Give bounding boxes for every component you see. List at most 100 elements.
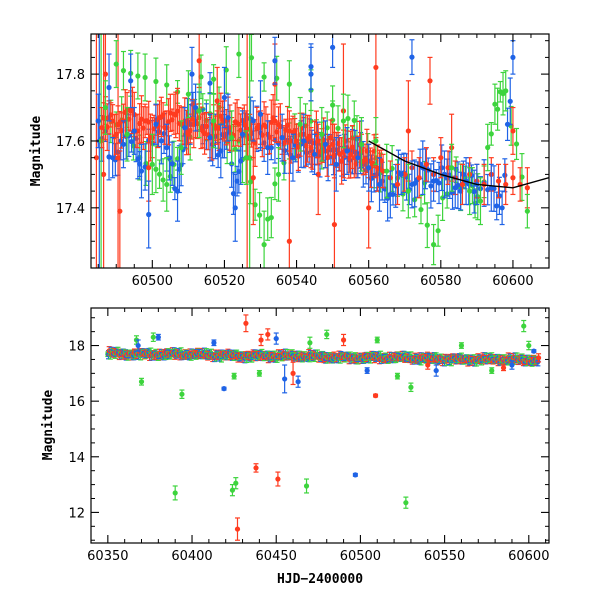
top-data-point-red xyxy=(423,147,429,182)
top-data-point-blue xyxy=(138,143,145,199)
bottom-data-point-blue xyxy=(135,339,141,352)
top-cloud-point-blue xyxy=(282,127,288,174)
bottom-data-point-green xyxy=(231,372,237,380)
top-data-point-red xyxy=(250,130,256,226)
top-cloud-point-green xyxy=(211,64,217,95)
top-x-tick-label: 60500 xyxy=(132,274,173,289)
bottom-data-point-green xyxy=(403,496,409,509)
top-cloud-point-green xyxy=(418,194,424,225)
bottom-panel: 60350 60400 60450 60500 60550 60600 12 14 16 18 M… xyxy=(41,307,550,587)
top-y-tick-label: 17.4 xyxy=(56,202,85,217)
top-data-point-green xyxy=(178,120,184,175)
top-spike-green xyxy=(247,34,253,268)
top-data-point-blue xyxy=(366,143,372,192)
top-data-points xyxy=(93,34,549,268)
top-data-point-red xyxy=(236,106,242,142)
bottom-data-point-green xyxy=(303,478,310,494)
bottom-data-point-green xyxy=(324,329,330,340)
top-data-point-blue xyxy=(376,157,383,212)
top-data-point-green xyxy=(102,80,109,135)
top-data-point-blue xyxy=(174,160,181,222)
top-data-point-green xyxy=(196,83,202,139)
top-data-point-blue xyxy=(110,137,116,179)
top-spike-red xyxy=(101,34,107,268)
top-cloud-point-blue xyxy=(172,177,178,201)
top-cloud-point-blue xyxy=(215,142,221,169)
top-data-point-blue xyxy=(146,180,152,249)
top-data-point-blue xyxy=(106,53,112,122)
top-data-point-blue xyxy=(344,126,350,175)
bottom-baseline-point-red xyxy=(535,353,542,363)
top-data-point-red xyxy=(438,137,444,179)
bottom-data-point-green xyxy=(179,389,185,399)
top-data-point-blue xyxy=(153,103,159,145)
top-data-point-green xyxy=(149,133,155,196)
bottom-axis-ticks: 60350 60400 60450 60500 60550 60600 12 14 16 18 xyxy=(68,308,549,564)
bottom-data-point-blue xyxy=(221,386,227,392)
top-data-point-red xyxy=(503,163,509,206)
top-data-point-blue xyxy=(250,100,256,142)
bottom-y-tick-label: 12 xyxy=(68,506,85,521)
top-cloud-point-green xyxy=(351,100,357,141)
bottom-data-point-red xyxy=(372,393,379,399)
bottom-data-point-green xyxy=(374,336,380,344)
top-data-point-blue xyxy=(239,110,246,159)
top-data-point-blue xyxy=(207,113,213,162)
top-data-point-blue xyxy=(322,120,329,169)
bottom-data-point-red xyxy=(253,463,259,473)
bottom-y-tick-label: 16 xyxy=(68,395,85,410)
top-cloud-point-green xyxy=(261,62,267,92)
top-cloud-point-green xyxy=(143,140,149,187)
bottom-data-point-blue xyxy=(352,472,358,478)
top-data-point-green xyxy=(405,163,411,219)
top-cloud-point-green xyxy=(247,159,254,205)
top-data-point-red xyxy=(117,150,123,268)
bottom-data-point-red xyxy=(243,314,249,333)
top-data-point-red xyxy=(286,110,292,152)
top-axis-ticks: 60500 60520 60540 60560 60580 60600 17.4 17.6 17… xyxy=(56,34,550,289)
top-data-point-green xyxy=(477,177,484,226)
top-cloud-point-green xyxy=(272,167,278,201)
top-y-tick-label: 17.8 xyxy=(56,68,85,83)
top-data-point-red xyxy=(380,153,386,189)
top-cloud-point-red xyxy=(277,103,283,150)
top-data-point-red xyxy=(445,150,451,186)
bottom-plot-frame xyxy=(90,307,550,544)
top-trend-curve xyxy=(368,140,549,189)
top-data-point-red xyxy=(214,66,220,135)
top-cloud-point-blue xyxy=(471,169,477,214)
bottom-data-point-blue xyxy=(509,360,515,370)
top-data-point-blue xyxy=(333,137,339,192)
top-y-tick-label: 17.6 xyxy=(56,135,85,150)
top-spike-red xyxy=(244,34,250,268)
bottom-data-point-blue xyxy=(531,348,537,354)
bottom-data-point-green xyxy=(229,483,236,497)
bottom-data-point-blue xyxy=(433,364,439,377)
bottom-x-tick-label: 60350 xyxy=(87,549,128,564)
top-cloud-point-blue xyxy=(409,39,415,76)
top-data-point-blue xyxy=(182,106,188,149)
bottom-data-point-blue xyxy=(364,367,370,374)
top-data-point-red xyxy=(156,100,163,135)
top-data-point-blue xyxy=(430,160,437,202)
top-data-point-blue xyxy=(355,137,361,179)
top-data-point-green xyxy=(124,106,130,162)
bottom-data-point-green xyxy=(150,332,156,342)
top-x-tick-label: 60540 xyxy=(276,274,317,289)
top-data-point-blue xyxy=(95,93,101,149)
bottom-data-point-green xyxy=(521,319,527,333)
top-data-point-green xyxy=(113,40,119,89)
top-data-point-red xyxy=(135,113,141,149)
top-data-point-blue xyxy=(510,40,516,75)
top-data-point-green xyxy=(524,193,530,229)
top-data-point-red xyxy=(373,34,379,135)
top-data-point-green xyxy=(211,93,217,149)
top-data-point-blue xyxy=(290,133,296,182)
top-cloud-point-green xyxy=(500,71,506,116)
top-data-point-blue xyxy=(398,153,404,196)
top-data-point-green xyxy=(358,116,365,172)
top-data-point-blue xyxy=(272,36,278,85)
x-axis-label: HJD−2400000 xyxy=(277,572,363,587)
top-data-point-green xyxy=(275,147,282,202)
